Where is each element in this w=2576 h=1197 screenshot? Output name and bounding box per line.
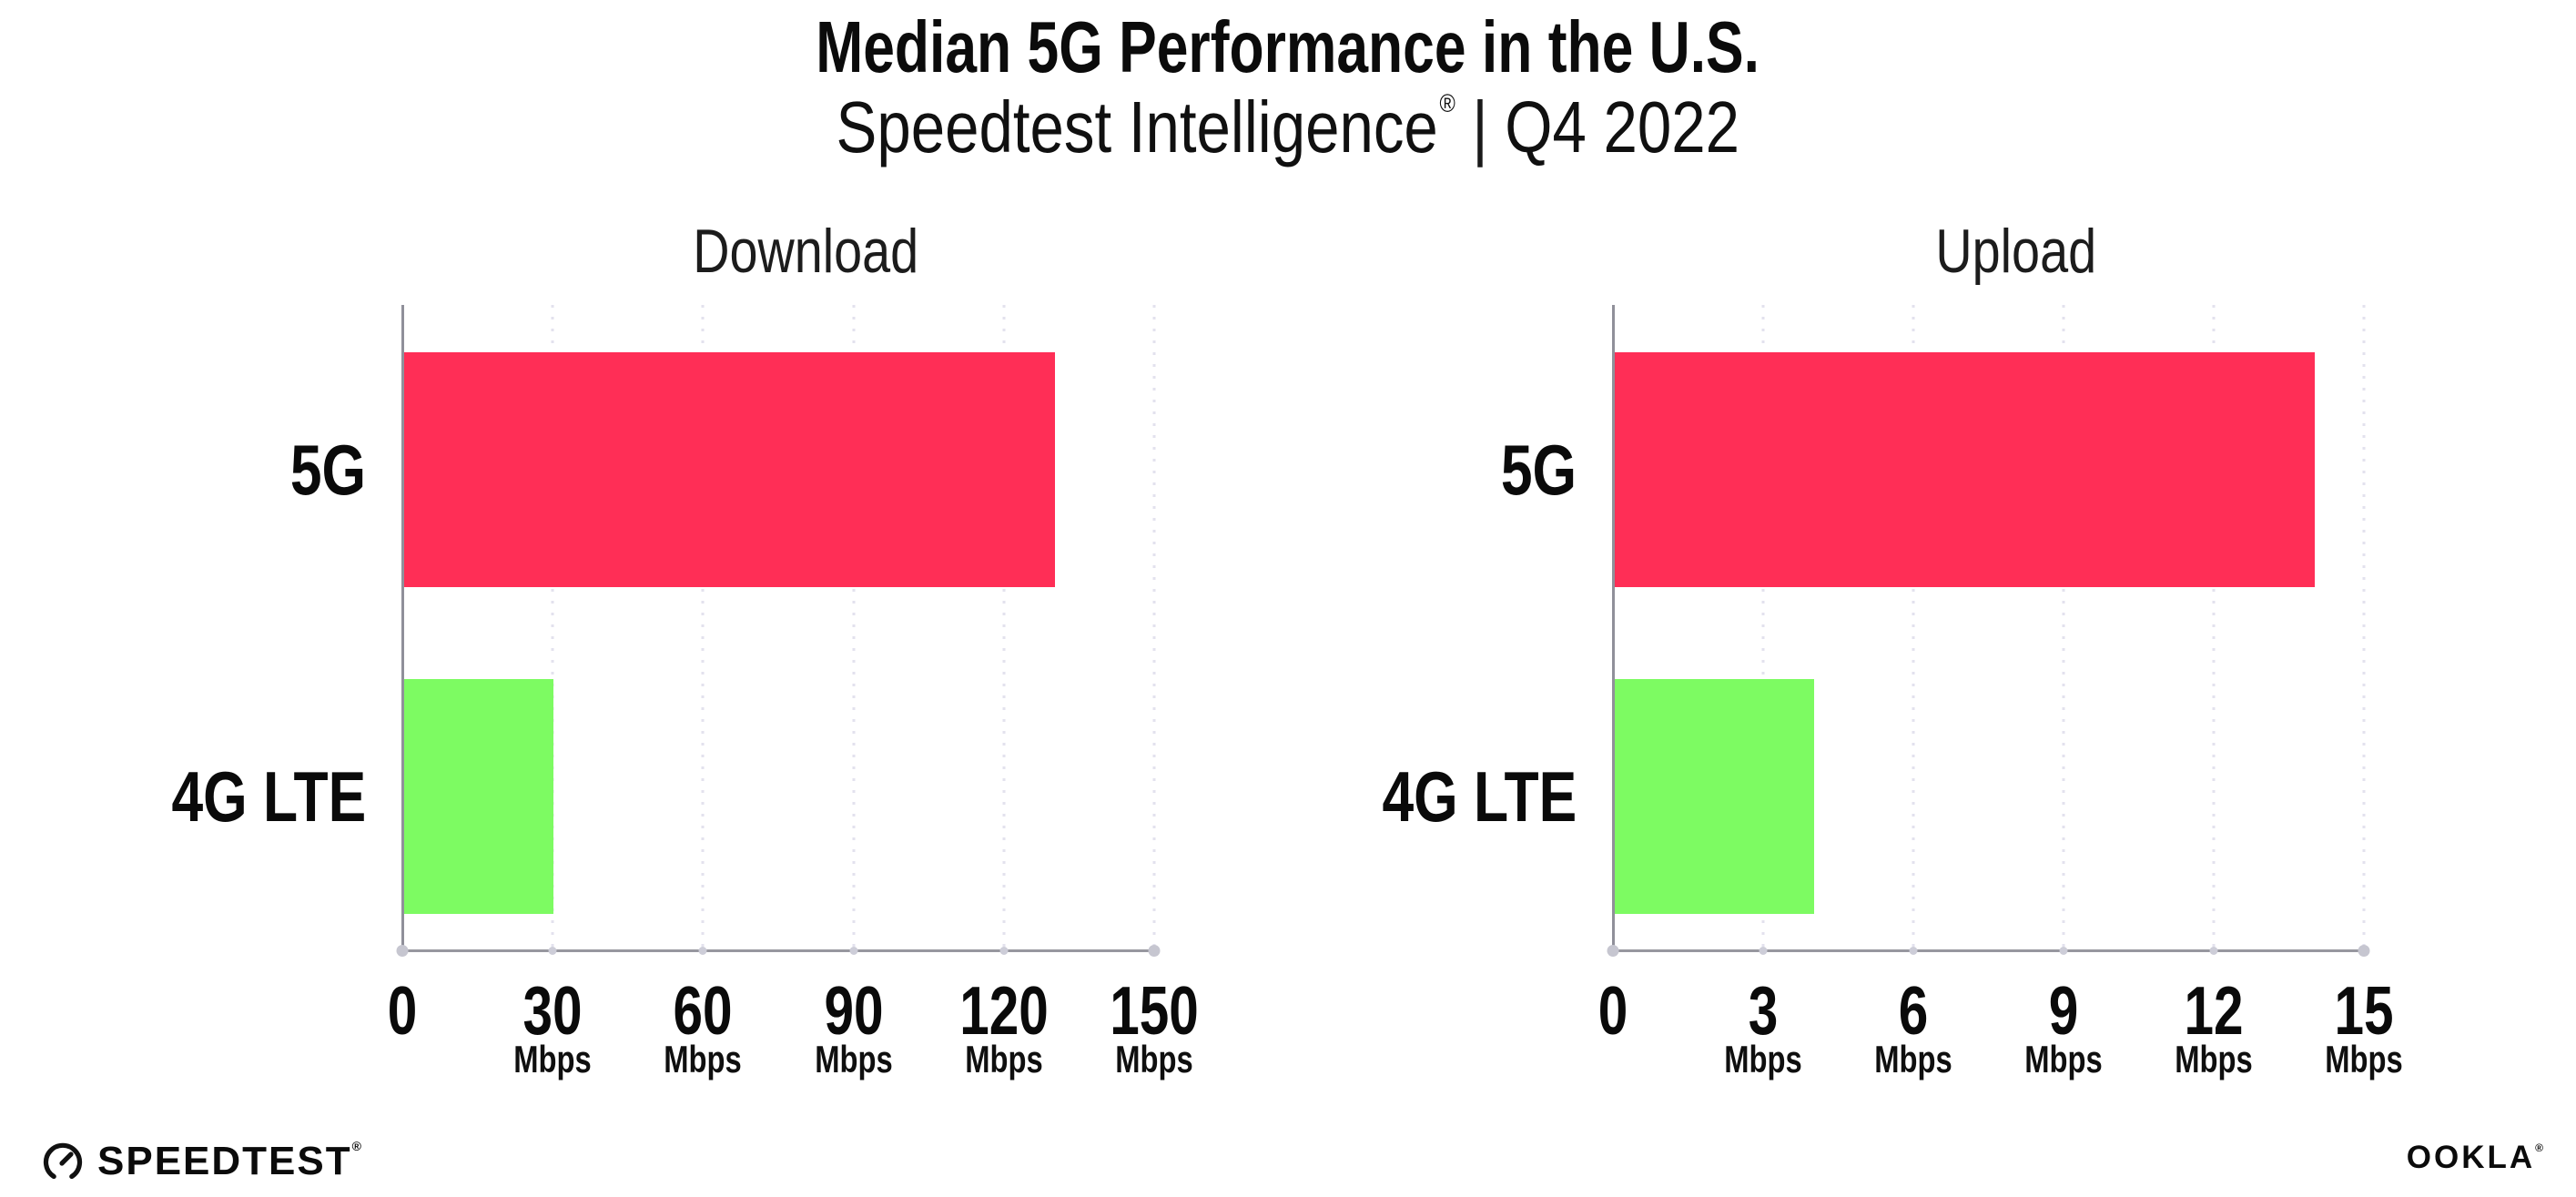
x-tick-label-3: 3 <box>1748 972 1779 1049</box>
x-tick-label-9: 9 <box>2048 972 2079 1049</box>
upload-chart-title: Upload <box>1935 217 2096 286</box>
download-chart: Download 0 30 Mbps 60 Mbps 90 Mbps 120 Mbps 150 Mb… <box>171 218 1199 1078</box>
axis-tick-dot-12 <box>2209 947 2218 955</box>
axis-tick-dot-3 <box>1759 947 1768 955</box>
gridline-9 <box>2062 305 2065 951</box>
page-title: Median 5G Performance in the U.S. <box>0 7 2576 87</box>
axis-tick-dot-30 <box>548 947 557 955</box>
subtitle-brand: Speedtest Intelligence <box>836 86 1439 167</box>
gridline-15 <box>2362 305 2366 951</box>
x-tick-label-0: 0 <box>1597 972 1628 1049</box>
axis-tick-dot-90 <box>849 947 858 955</box>
subtitle-separator: | <box>1472 86 1488 167</box>
x-tick-unit-150: Mbps <box>1115 1038 1193 1080</box>
axis-tick-dot-0 <box>1607 945 1619 957</box>
gridline-12 <box>2212 305 2216 951</box>
axis-tick-dot-15 <box>2358 945 2370 957</box>
gridline-6 <box>1912 305 1915 951</box>
download-chart-title: Download <box>692 217 918 286</box>
axis-tick-dot-60 <box>698 947 707 955</box>
gridline-60 <box>701 305 705 951</box>
registered-trademark-icon: ® <box>1439 89 1456 117</box>
x-tick-label-60: 60 <box>673 972 733 1049</box>
upload-chart: Upload 0 3 Mbps 6 Mbps 9 Mbps 12 Mbps 15 Mbps 5G 4G … <box>1382 218 2403 1078</box>
axis-tick-dot-150 <box>1148 945 1161 957</box>
page-subtitle: Speedtest Intelligence® | Q4 2022 <box>0 87 2576 167</box>
ookla-trademark-icon: ® <box>2535 1141 2543 1154</box>
gridline-150 <box>1152 305 1156 951</box>
upload-y-axis <box>1612 305 1615 951</box>
x-tick-label-90: 90 <box>824 972 884 1049</box>
x-tick-label-120: 120 <box>958 972 1049 1049</box>
x-tick-unit-6: Mbps <box>1874 1038 1952 1080</box>
category-label-4g-lte: 4G LTE <box>1382 756 1577 837</box>
speedtest-logo: SPEEDTEST® <box>41 1139 361 1182</box>
x-tick-label-150: 150 <box>1110 972 1199 1049</box>
axis-tick-dot-9 <box>2059 947 2068 955</box>
x-tick-unit-9: Mbps <box>2024 1038 2103 1080</box>
gridline-30 <box>551 305 554 951</box>
x-tick-unit-3: Mbps <box>1724 1038 1802 1080</box>
gridline-90 <box>852 305 856 951</box>
x-tick-unit-60: Mbps <box>664 1038 743 1080</box>
category-label-5g: 5G <box>1500 430 1577 510</box>
category-label-5g: 5G <box>289 430 366 510</box>
axis-tick-dot-0 <box>396 945 409 957</box>
gridline-3 <box>1761 305 1765 951</box>
bar-4g-lte <box>1614 679 1814 914</box>
bar-5g <box>403 352 1055 587</box>
ookla-logo-text: OOKLA <box>2406 1140 2536 1175</box>
x-tick-unit-90: Mbps <box>814 1038 893 1080</box>
x-tick-label-12: 12 <box>2184 972 2244 1049</box>
subtitle-period: Q4 2022 <box>1505 86 1740 167</box>
ookla-logo: OOKLA® <box>2407 1141 2543 1173</box>
axis-tick-dot-120 <box>999 947 1009 955</box>
speedtest-logo-text: SPEEDTEST® <box>97 1139 361 1183</box>
upload-x-axis <box>1611 949 2369 952</box>
axis-tick-dot-6 <box>1909 947 1918 955</box>
x-tick-unit-120: Mbps <box>965 1038 1043 1080</box>
gridline-120 <box>1002 305 1006 951</box>
x-tick-unit-30: Mbps <box>513 1038 592 1080</box>
x-tick-label-6: 6 <box>1898 972 1929 1049</box>
speedtest-gauge-icon <box>43 1142 83 1180</box>
x-tick-label-30: 30 <box>522 972 583 1049</box>
bar-5g <box>1614 352 2315 587</box>
page-title-text: Median 5G Performance in the U.S. <box>816 6 1760 87</box>
category-label-4g-lte: 4G LTE <box>171 756 366 837</box>
x-tick-unit-12: Mbps <box>2175 1038 2253 1080</box>
x-tick-label-0: 0 <box>387 972 418 1049</box>
x-tick-label-15: 15 <box>2334 972 2394 1049</box>
download-x-axis <box>401 949 1160 952</box>
x-tick-unit-15: Mbps <box>2325 1038 2403 1080</box>
speedtest-trademark-icon: ® <box>351 1139 361 1153</box>
bar-4g-lte <box>403 679 554 914</box>
download-y-axis <box>401 305 404 951</box>
